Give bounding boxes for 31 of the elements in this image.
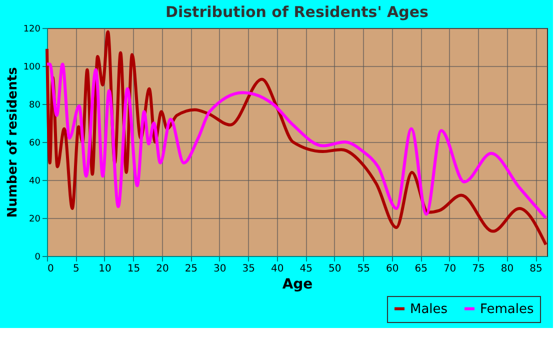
x-tick-label: 25: [184, 264, 198, 274]
y-tick-label: 120: [23, 24, 41, 34]
y-tick-label: 0: [34, 252, 41, 262]
x-tick-label: 65: [414, 264, 428, 274]
x-tick-label: 10: [98, 264, 112, 274]
x-tick-label: 35: [242, 264, 256, 274]
x-tick-label: 85: [530, 264, 542, 274]
chart-title: Distribution of Residents' Ages: [166, 3, 429, 21]
x-tick-label: 75: [472, 264, 485, 274]
y-tick-label: 20: [29, 214, 41, 224]
x-tick-label: 15: [127, 264, 140, 274]
x-tick-label: 20: [156, 264, 169, 274]
y-tick-label: 60: [29, 138, 41, 148]
y-axis-title: Number of residents: [5, 66, 20, 218]
x-tick-label: 40: [271, 264, 284, 274]
legend-label: Females: [480, 302, 534, 317]
x-tick-label: 70: [443, 264, 456, 274]
x-axis-title: Age: [282, 276, 313, 292]
y-tick-label: 100: [23, 62, 41, 72]
y-tick-label: 80: [29, 100, 41, 110]
x-tick-label: 55: [357, 264, 370, 274]
line-series: [46, 62, 548, 220]
x-tick-label: 45: [300, 264, 312, 274]
x-tick-label: 0: [48, 264, 54, 274]
x-tick-label: 50: [328, 264, 342, 274]
legend-label: Males: [410, 302, 448, 317]
x-tick-label: 5: [73, 264, 80, 274]
x-tick-label: 60: [386, 264, 399, 274]
x-tick-label: 30: [214, 264, 226, 274]
y-tick-label: 40: [29, 176, 41, 186]
x-tick-label: 80: [500, 264, 514, 274]
